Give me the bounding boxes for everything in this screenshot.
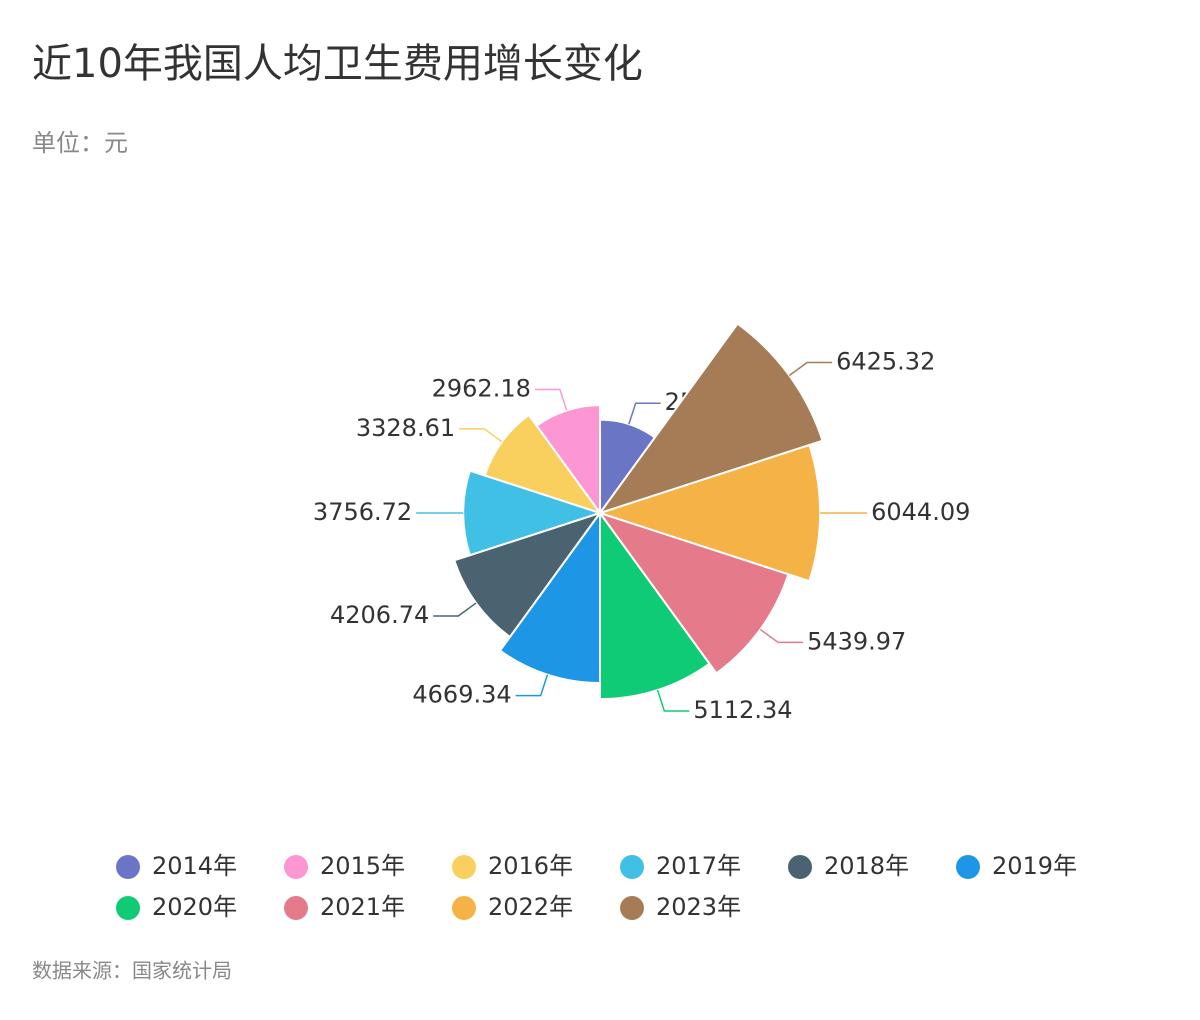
legend-label: 2016年 <box>488 852 573 880</box>
legend-label: 2015年 <box>320 852 405 880</box>
rose-slice <box>462 469 604 557</box>
legend-label: 2018年 <box>824 852 909 880</box>
legend-swatch <box>116 896 140 920</box>
legend-swatch <box>620 855 644 879</box>
legend-label: 2014年 <box>152 852 237 880</box>
leader-line <box>759 628 804 644</box>
legend-label: 2017年 <box>656 852 741 880</box>
legend-swatch <box>620 896 644 920</box>
rose-slice <box>597 322 824 515</box>
leader-line <box>788 361 833 377</box>
data-label: 4206.74 <box>330 601 429 629</box>
leader-line <box>433 602 477 617</box>
legend-swatch <box>284 896 308 920</box>
data-label: 3756.72 <box>313 498 412 526</box>
chart-title: 近10年我国人均卫生费用增长变化 <box>32 41 643 87</box>
leader-line <box>656 689 690 712</box>
data-label: 3328.61 <box>356 414 455 442</box>
legend-swatch <box>452 855 476 879</box>
legend-swatch <box>956 855 980 879</box>
leader-line <box>628 402 661 425</box>
source-note: 数据来源：国家统计局 <box>32 959 232 983</box>
legend-swatch <box>116 855 140 879</box>
data-label: 4669.34 <box>412 681 511 709</box>
leader-line <box>534 388 568 411</box>
legend-label: 2021年 <box>320 893 405 921</box>
legend-swatch <box>788 855 812 879</box>
data-label: 5439.97 <box>807 627 906 655</box>
leader-line <box>515 674 549 697</box>
data-label: 2962.18 <box>432 374 531 402</box>
data-label: 5112.34 <box>693 696 792 724</box>
rose-slice <box>498 509 601 685</box>
rose-slice <box>483 413 603 515</box>
legend-swatch <box>452 896 476 920</box>
chart-subtitle: 单位：元 <box>32 129 128 157</box>
legend-label: 2020年 <box>152 893 237 921</box>
legend-label: 2022年 <box>488 893 573 921</box>
data-label: 6425.32 <box>836 348 935 376</box>
legend-swatch <box>284 855 308 879</box>
rose-slice <box>597 511 790 675</box>
legend-label: 2023年 <box>656 893 741 921</box>
data-label: 6044.09 <box>871 498 970 526</box>
legend-label: 2019年 <box>992 852 1077 880</box>
rose-slice <box>599 509 711 701</box>
leader-line <box>459 428 503 443</box>
